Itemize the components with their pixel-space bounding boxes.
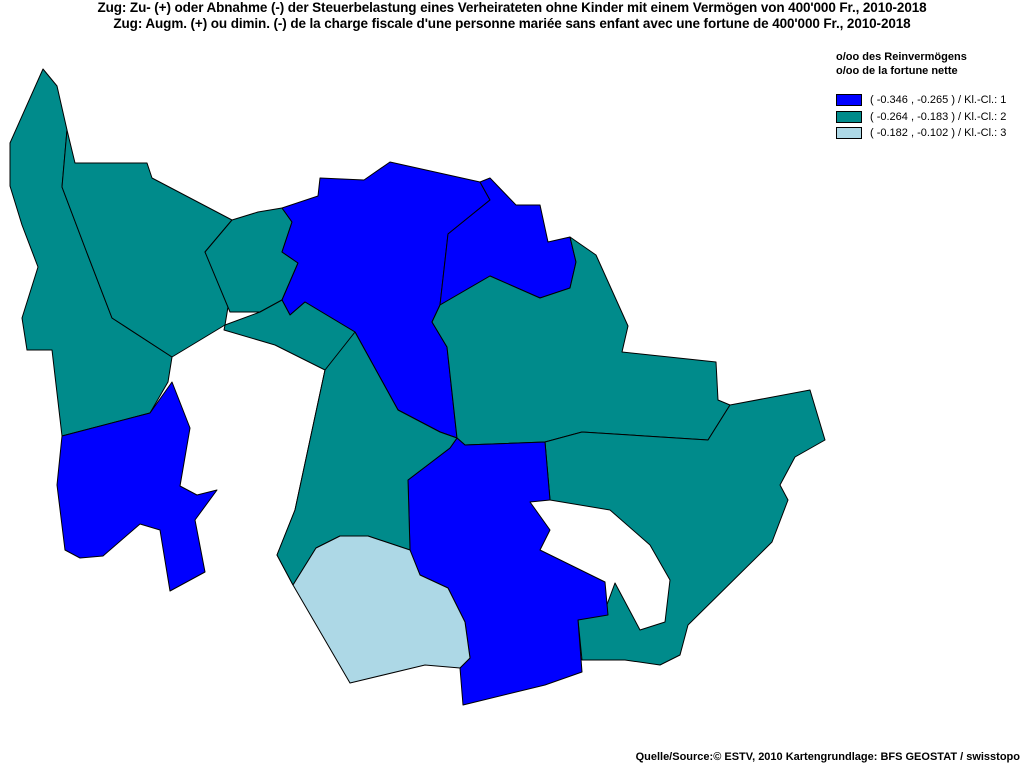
region-walchwil[interactable] — [292, 535, 471, 684]
legend-heading-german: o/oo des Reinvermögens — [836, 51, 967, 63]
legend-item-class-3: ( -0.182 , -0.102 ) / Kl.-Cl.: 3 — [836, 126, 1006, 140]
map-title-german: Zug: Zu- (+) oder Abnahme (-) der Steuer… — [97, 0, 927, 15]
legend-label: ( -0.264 , -0.183 ) / Kl.-Cl.: 2 — [870, 111, 1007, 123]
region-oberaegeri[interactable] — [544, 389, 826, 666]
legend-item-class-2: ( -0.264 , -0.183 ) / Kl.-Cl.: 2 — [836, 110, 1006, 124]
legend-label: ( -0.346 , -0.265 ) / Kl.-Cl.: 1 — [870, 94, 1007, 106]
legend-label: ( -0.182 , -0.102 ) / Kl.-Cl.: 3 — [870, 127, 1007, 139]
source-credit: Quelle/Source:© ESTV, 2010 Kartengrundla… — [635, 751, 1020, 763]
legend-heading-french: o/oo de la fortune nette — [836, 65, 958, 77]
region-southwest[interactable] — [56, 381, 218, 592]
map-title-french: Zug: Augm. (+) ou dimin. (-) de la charg… — [113, 16, 911, 31]
legend-swatch — [836, 111, 862, 123]
legend-swatch — [836, 94, 862, 106]
legend-item-class-1: ( -0.346 , -0.265 ) / Kl.-Cl.: 1 — [836, 93, 1006, 107]
legend-swatch — [836, 127, 862, 139]
